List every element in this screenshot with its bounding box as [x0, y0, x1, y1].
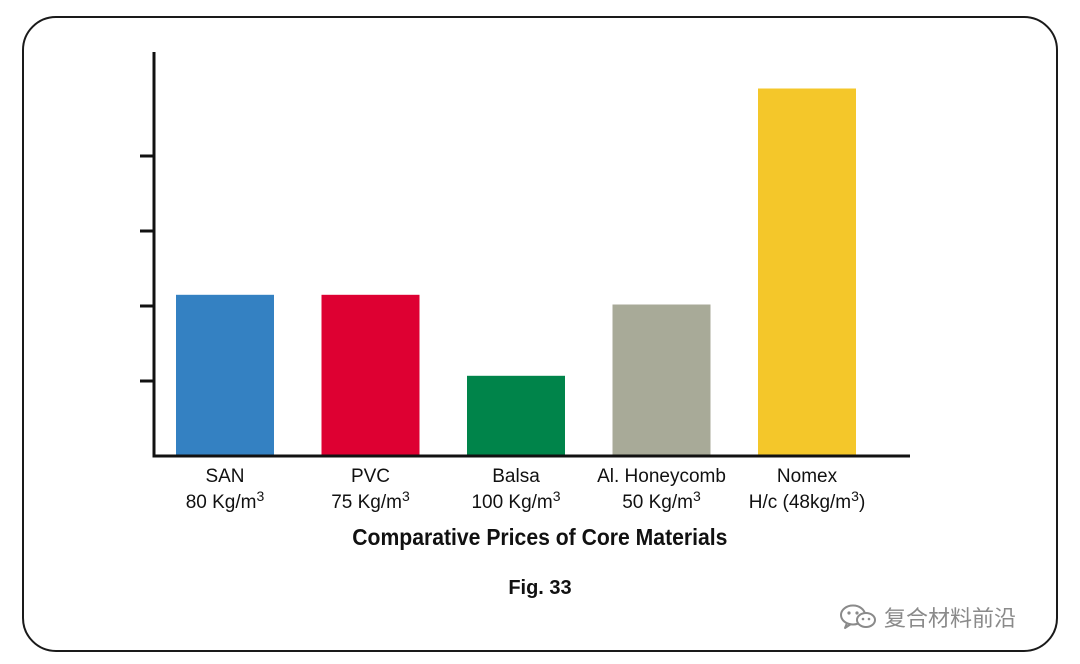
x-tick-sublabel: 80 Kg/m3 [186, 488, 265, 513]
bar-san [176, 294, 274, 457]
bar-pvc [321, 294, 420, 457]
x-tick-label: PVC [351, 466, 390, 487]
watermark: 复合材料前沿 [838, 602, 1016, 632]
x-tick-sublabel: 50 Kg/m3 [622, 488, 701, 513]
watermark-text: 复合材料前沿 [884, 607, 1017, 632]
wechat-icon [840, 604, 876, 629]
x-tick-label: Al. Honeycomb [597, 466, 726, 487]
figure-caption: Fig. 33 [508, 577, 572, 599]
x-tick-label: SAN [205, 466, 244, 487]
x-tick-sublabel: 75 Kg/m3 [331, 488, 410, 513]
x-tick-label: Nomex [777, 466, 838, 487]
x-tick-sublabel: H/c (48kg/m3) [749, 488, 866, 513]
bar-al-honeycomb [612, 304, 711, 456]
bar-nomex [758, 88, 856, 456]
bar-balsa [467, 375, 565, 457]
x-tick-label: Balsa [492, 466, 540, 487]
x-tick-sublabel: 100 Kg/m3 [471, 488, 560, 513]
chart-title: Comparative Prices of Core Materials [352, 524, 728, 550]
